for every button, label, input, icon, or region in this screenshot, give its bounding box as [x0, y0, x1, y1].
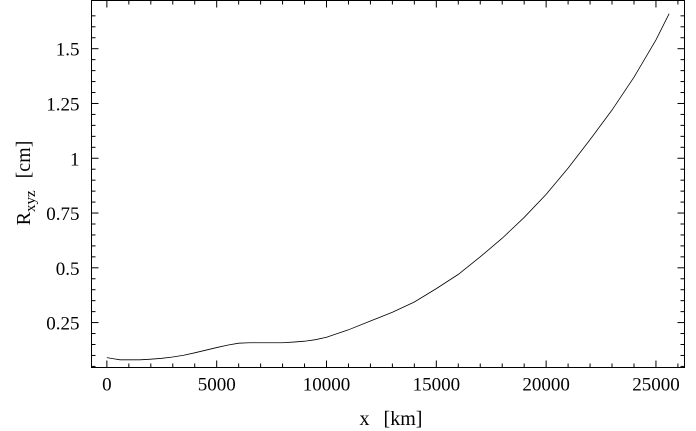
y-axis-label: Rxyz [cm]: [13, 141, 39, 226]
series-line: [106, 13, 670, 361]
y-axis-label-unit: [cm]: [13, 141, 35, 179]
y-axis-label-main: R: [13, 211, 35, 225]
x-axis-label-main: x: [360, 408, 370, 430]
y-tick-label: 0.75: [46, 204, 79, 225]
y-tick-label: 1.5: [56, 40, 80, 61]
x-tick-label: 20000: [522, 375, 570, 396]
x-tick-label: 25000: [632, 375, 680, 396]
tick-labels: 0 5000 10000 15000 20000 25000 0.25 0.5 0.75 1 1.2…: [46, 40, 679, 396]
y-tick-label: 0.5: [56, 259, 80, 280]
y-tick-label: 0.25: [46, 314, 79, 335]
plot-frame: [91, 0, 685, 368]
x-tick-label: 15000: [413, 375, 461, 396]
x-axis-label-unit: [km]: [384, 408, 423, 430]
y-axis-label-subscript: xyz: [23, 190, 39, 212]
x-tick-label: 0: [102, 375, 112, 396]
y-tick-label: 1: [70, 149, 80, 170]
x-tick-label: 10000: [303, 375, 351, 396]
x-axis-label: x [km]: [360, 408, 423, 430]
y-tick-label: 1.25: [46, 94, 79, 115]
ticks: [91, 0, 685, 368]
x-tick-label: 5000: [198, 375, 236, 396]
